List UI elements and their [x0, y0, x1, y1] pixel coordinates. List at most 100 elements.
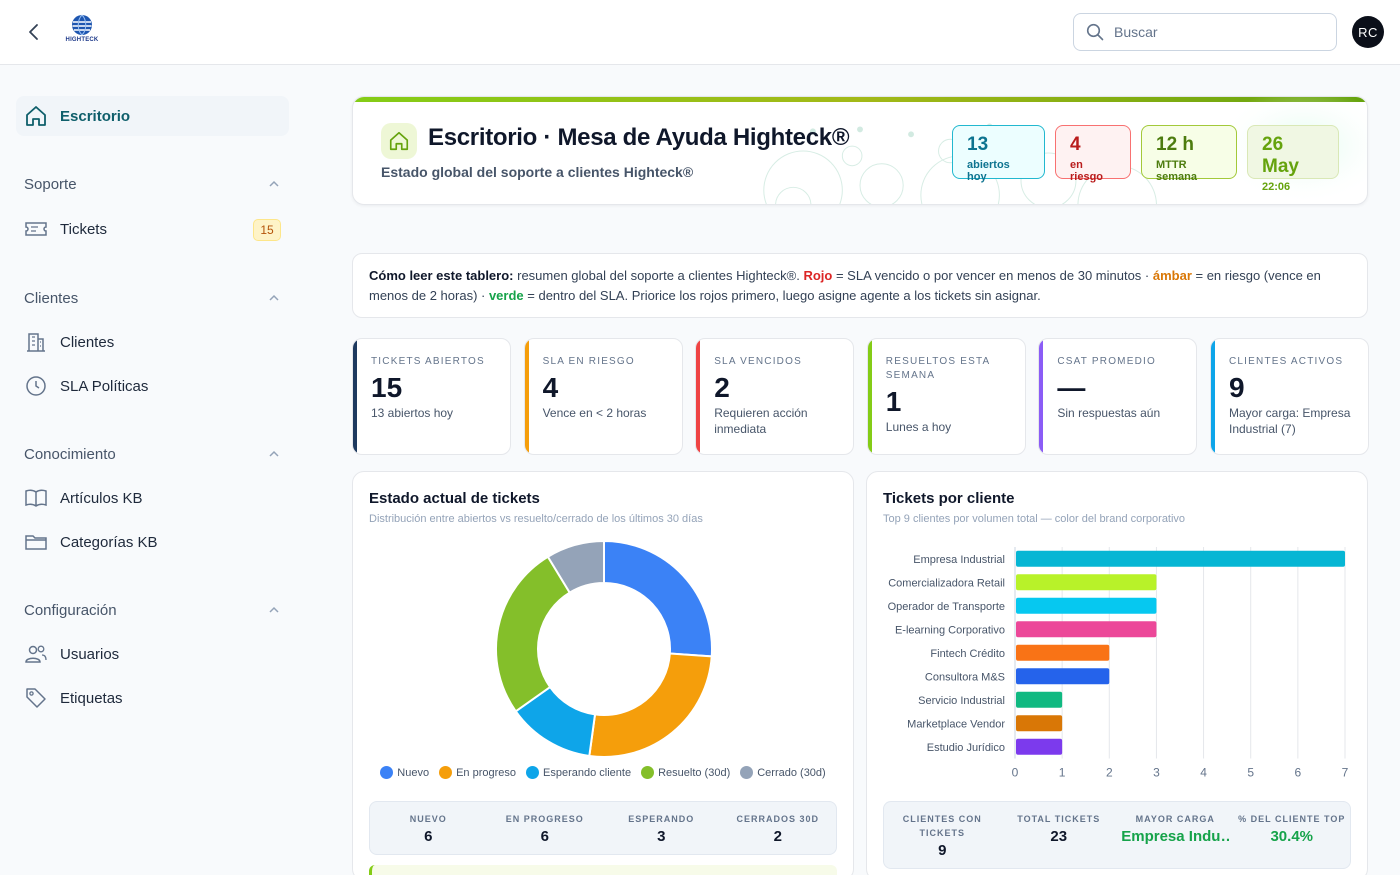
kpi-card[interactable]: Clientes activos 9 Mayor carga: Empresa In…: [1210, 338, 1369, 455]
bar-operador-de-transporte[interactable]: [1016, 597, 1157, 614]
sidebar: Escritorio Soporte Tickets 15 Clientes C…: [0, 65, 305, 875]
users-icon: [24, 642, 48, 666]
search-box[interactable]: [1073, 13, 1337, 51]
section-soporte[interactable]: Soporte: [24, 172, 281, 196]
section-configuracion[interactable]: Configuración: [24, 598, 281, 622]
bar-comercializadora-retail[interactable]: [1016, 574, 1157, 591]
section-title: Configuración: [24, 601, 117, 619]
summary-label: Total tickets: [1017, 814, 1101, 824]
kpi-card[interactable]: Tickets abiertos 15 13 abiertos hoy: [352, 338, 511, 455]
section-title: Soporte: [24, 175, 77, 193]
search-icon: [1086, 23, 1104, 41]
card-subtitle: Top 9 clientes por volumen total — color…: [883, 513, 1186, 525]
hero-banner: Escritorio · Mesa de Ayuda Highteck® Est…: [352, 96, 1368, 205]
sidebar-item-clientes[interactable]: Clientes: [16, 322, 289, 362]
sidebar-item-tickets[interactable]: Tickets 15: [16, 209, 289, 249]
sidebar-item-label: Escritorio: [60, 107, 131, 125]
bar-fintech-cr-dito[interactable]: [1016, 644, 1110, 661]
back-button[interactable]: [22, 20, 46, 44]
x-tick-label: 1: [1059, 766, 1066, 780]
legend-item[interactable]: En progreso: [439, 766, 516, 779]
legend-label: Resuelto (30d): [658, 766, 731, 779]
sidebar-item-label: Clientes: [60, 333, 115, 351]
legend-item[interactable]: Esperando cliente: [526, 766, 631, 779]
summary-label: Nuevo: [409, 814, 447, 824]
summary-label: % del cliente top: [1238, 814, 1346, 824]
sidebar-item-label: Etiquetas: [60, 689, 123, 707]
kpi-accent-bar: [1211, 339, 1215, 454]
summary-cell: Clientes con tickets 9: [884, 802, 1001, 868]
bar-estudio-jur-dico[interactable]: [1016, 738, 1063, 755]
status-summary: Nuevo 6 En progreso 6 Esperando 3 Cerrados 30d…: [369, 801, 837, 855]
hero-kpi-chip: 4 en riesgo: [1055, 125, 1131, 183]
kpi-description: Mayor carga: Empresa Industrial (7): [1229, 406, 1351, 436]
tickets-count-badge: 15: [253, 219, 281, 241]
summary-label: En progreso: [505, 814, 584, 824]
kpi-title: Resueltos esta semana: [885, 356, 990, 381]
kpi-card[interactable]: Resueltos esta semana 1 Lunes a hoy: [866, 338, 1026, 455]
bar-e-learning-corporativo[interactable]: [1016, 621, 1157, 638]
summary-value: 2: [773, 828, 782, 845]
section-clientes[interactable]: Clientes: [24, 286, 281, 310]
sidebar-item-categorias-kb[interactable]: Categorías KB: [16, 522, 289, 562]
bar-marketplace-vendor[interactable]: [1016, 715, 1063, 732]
kpi-title: Tickets abiertos: [371, 356, 485, 367]
legend-item[interactable]: Resuelto (30d): [641, 766, 730, 779]
kpi-value: 2: [714, 372, 730, 403]
summary-cell: Mayor carga Empresa Indu…: [1117, 802, 1234, 868]
x-tick-label: 5: [1247, 766, 1254, 780]
bar-empresa-industrial[interactable]: [1016, 550, 1345, 567]
summary-label: Esperando: [628, 814, 695, 824]
donut-slice-en-progreso[interactable]: [588, 652, 713, 758]
kpi-card[interactable]: CSAT promedio — Sin respuestas aún: [1038, 338, 1198, 455]
summary-label: Cerrados 30d: [736, 814, 819, 824]
dashboard-legend: Cómo leer este tablero: resumen global d…: [352, 253, 1368, 318]
bar-consultora-m-s[interactable]: [1016, 668, 1110, 685]
sidebar-item-escritorio[interactable]: Escritorio: [16, 96, 289, 136]
section-title: Clientes: [24, 289, 79, 307]
sidebar-item-label: SLA Políticas: [60, 377, 149, 395]
brand-logo[interactable]: HIGHTECK: [64, 14, 100, 50]
legend-item[interactable]: Nuevo: [380, 766, 429, 779]
sidebar-item-label: Categorías KB: [60, 533, 158, 551]
hero-kpi-chip: 12 h MTTR semana: [1141, 125, 1237, 183]
y-category-label: Estudio Jurídico: [927, 742, 1005, 754]
summary-cell: % del cliente top 30.4%: [1234, 802, 1351, 868]
kpi-card[interactable]: SLA en riesgo 4 Vence en < 2 horas: [523, 338, 683, 455]
chip-value: 26 May: [1262, 134, 1299, 177]
tag-icon: [24, 686, 48, 710]
legend-item[interactable]: Cerrado (30d): [740, 766, 826, 779]
legend-swatch: [641, 766, 655, 779]
kpi-accent-bar: [353, 339, 357, 454]
kpi-description: Sin respuestas aún: [1057, 406, 1161, 420]
sidebar-item-etiquetas[interactable]: Etiquetas: [16, 678, 289, 718]
hero-kpi-chip: 13 abiertos hoy: [952, 125, 1045, 183]
sidebar-item-sla-politicas[interactable]: SLA Políticas: [16, 366, 289, 406]
user-avatar[interactable]: RC: [1352, 16, 1384, 48]
building-icon: [24, 330, 48, 354]
kpi-value: 1: [885, 386, 902, 417]
sidebar-item-articulos-kb[interactable]: Artículos KB: [16, 478, 289, 518]
search-input[interactable]: [1114, 24, 1314, 40]
chevron-up-icon: [269, 606, 279, 613]
kpi-value: 9: [1229, 372, 1245, 403]
donut-slice-cerrado-30d-[interactable]: [546, 539, 605, 594]
section-conocimiento[interactable]: Conocimiento: [24, 442, 281, 466]
chevron-left-icon: [29, 24, 38, 40]
kpi-title: SLA vencidos: [714, 356, 802, 367]
sidebar-item-usuarios[interactable]: Usuarios: [16, 634, 289, 674]
tickets-by-client-card: Tickets por cliente Top 9 clientes por v…: [866, 471, 1368, 875]
section-title: Conocimiento: [24, 445, 116, 463]
sidebar-item-label: Usuarios: [60, 645, 120, 663]
kpi-card[interactable]: SLA vencidos 2 Requieren acción inmediata: [695, 338, 855, 455]
donut-slice-nuevo[interactable]: [603, 539, 713, 658]
legend-rojo: Rojo: [803, 268, 833, 283]
kpi-accent-bar: [867, 339, 872, 454]
donut-slice-resuelto-30d-[interactable]: [495, 555, 572, 713]
hero-accent-bar: [353, 97, 1367, 102]
bar-servicio-industrial[interactable]: [1016, 691, 1063, 708]
kpi-title: CSAT promedio: [1057, 356, 1156, 367]
chevron-up-icon: [269, 450, 279, 457]
kpi-accent-bar: [524, 339, 529, 454]
chip-label: MTTR semana: [1156, 159, 1197, 183]
